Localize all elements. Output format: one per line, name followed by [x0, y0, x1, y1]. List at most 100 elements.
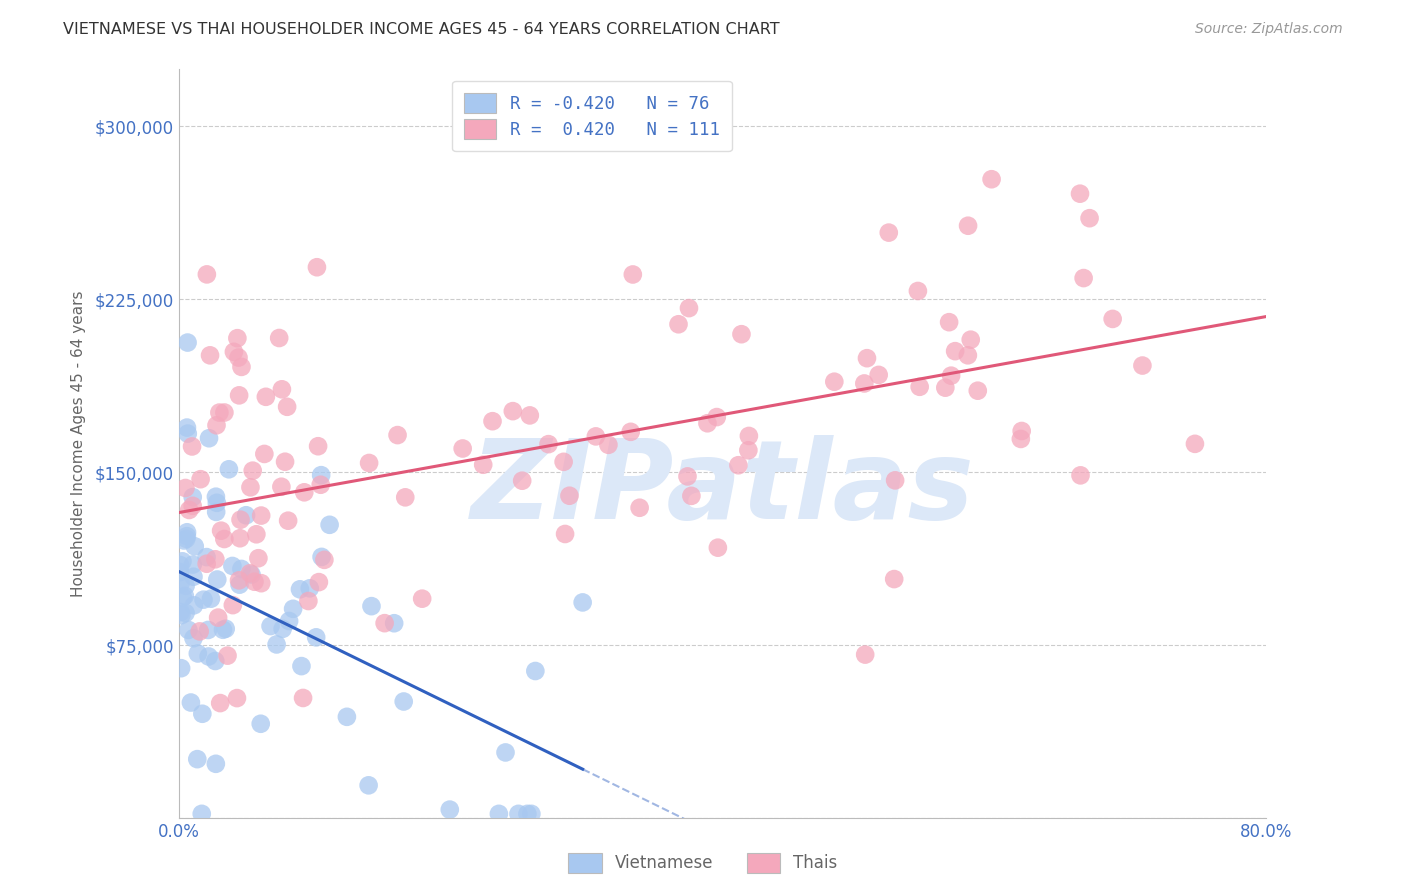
Point: [174, 481, 197, 495]
Point: [176, 532, 198, 546]
Point: [228, 574, 250, 588]
Point: [281, 602, 304, 616]
Point: [392, 694, 415, 708]
Point: [305, 631, 328, 645]
Point: [229, 531, 252, 545]
Point: [628, 500, 651, 515]
Point: [204, 552, 226, 566]
Point: [290, 659, 312, 673]
Point: [176, 420, 198, 434]
Point: [170, 608, 193, 623]
Point: [243, 574, 266, 589]
Point: [205, 505, 228, 519]
Point: [217, 648, 239, 663]
Point: [943, 344, 966, 359]
Point: [966, 384, 988, 398]
Point: [1132, 359, 1154, 373]
Point: [883, 572, 905, 586]
Point: [253, 447, 276, 461]
Y-axis label: Householder Income Ages 45 - 64 years: Householder Income Ages 45 - 64 years: [72, 290, 86, 597]
Point: [678, 301, 700, 315]
Point: [524, 664, 547, 678]
Point: [218, 462, 240, 476]
Point: [229, 513, 252, 527]
Point: [394, 491, 416, 505]
Point: [207, 610, 229, 624]
Point: [439, 803, 461, 817]
Point: [668, 318, 690, 332]
Legend: R = -0.420   N = 76, R =  0.420   N = 111: R = -0.420 N = 76, R = 0.420 N = 111: [453, 81, 731, 152]
Point: [706, 410, 728, 425]
Point: [274, 455, 297, 469]
Point: [170, 661, 193, 675]
Text: VIETNAMESE VS THAI HOUSEHOLDER INCOME AGES 45 - 64 YEARS CORRELATION CHART: VIETNAMESE VS THAI HOUSEHOLDER INCOME AG…: [63, 22, 780, 37]
Point: [235, 508, 257, 523]
Point: [228, 351, 250, 365]
Point: [228, 388, 250, 402]
Point: [212, 623, 235, 637]
Point: [374, 616, 396, 631]
Point: [250, 508, 273, 523]
Point: [250, 576, 273, 591]
Point: [205, 756, 228, 771]
Point: [228, 577, 250, 591]
Point: [204, 654, 226, 668]
Point: [537, 437, 560, 451]
Point: [938, 315, 960, 329]
Point: [215, 622, 238, 636]
Point: [193, 592, 215, 607]
Legend: Vietnamese, Thais: Vietnamese, Thais: [561, 847, 845, 880]
Point: [288, 582, 311, 597]
Point: [231, 562, 253, 576]
Point: [359, 456, 381, 470]
Point: [181, 499, 204, 513]
Point: [853, 376, 876, 391]
Point: [198, 348, 221, 362]
Point: [179, 503, 201, 517]
Point: [245, 527, 267, 541]
Point: [495, 746, 517, 760]
Point: [508, 806, 530, 821]
Point: [571, 595, 593, 609]
Point: [239, 566, 262, 581]
Point: [1078, 211, 1101, 226]
Point: [271, 622, 294, 636]
Point: [271, 382, 294, 396]
Point: [195, 557, 218, 571]
Point: [177, 426, 200, 441]
Point: [823, 375, 845, 389]
Point: [200, 591, 222, 606]
Point: [278, 614, 301, 628]
Point: [959, 333, 981, 347]
Point: [207, 573, 229, 587]
Point: [183, 632, 205, 646]
Point: [853, 648, 876, 662]
Point: [222, 598, 245, 612]
Point: [516, 806, 538, 821]
Point: [621, 268, 644, 282]
Point: [884, 474, 907, 488]
Point: [1184, 437, 1206, 451]
Point: [195, 268, 218, 282]
Point: [187, 647, 209, 661]
Point: [172, 554, 194, 568]
Point: [620, 425, 643, 439]
Point: [738, 429, 761, 443]
Point: [311, 549, 333, 564]
Point: [558, 489, 581, 503]
Point: [221, 558, 243, 573]
Point: [176, 335, 198, 350]
Point: [183, 570, 205, 584]
Point: [191, 706, 214, 721]
Point: [553, 455, 575, 469]
Point: [239, 480, 262, 494]
Point: [856, 351, 879, 366]
Point: [387, 428, 409, 442]
Point: [266, 637, 288, 651]
Point: [184, 539, 207, 553]
Point: [298, 582, 321, 596]
Point: [205, 496, 228, 510]
Point: [472, 458, 495, 472]
Point: [181, 490, 204, 504]
Point: [209, 524, 232, 538]
